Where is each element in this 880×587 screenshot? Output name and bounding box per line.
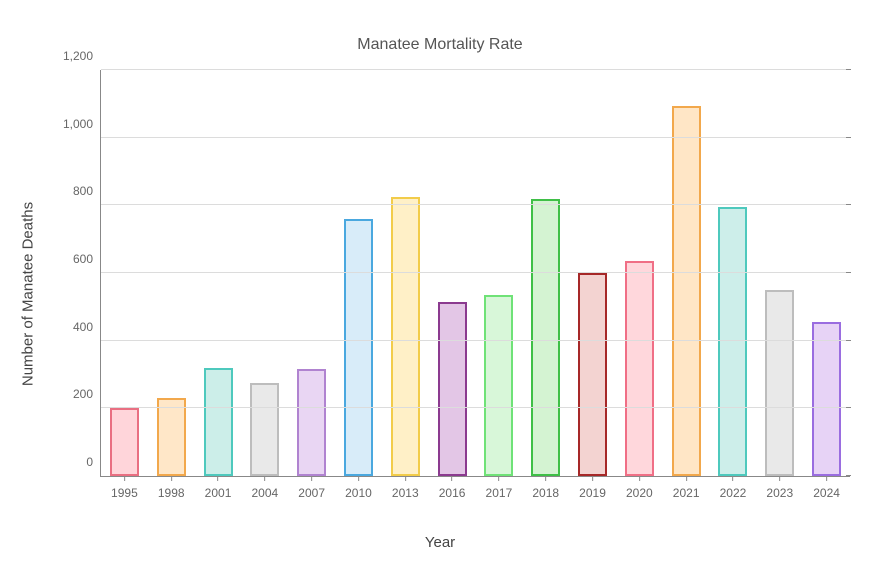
x-tick-mark bbox=[311, 476, 312, 481]
y-tick-mark bbox=[846, 340, 851, 341]
bar bbox=[204, 368, 233, 476]
grid-line bbox=[101, 204, 850, 205]
bar bbox=[765, 290, 794, 476]
y-tick-mark bbox=[846, 272, 851, 273]
x-tick-label: 2016 bbox=[439, 476, 466, 500]
x-tick-mark bbox=[639, 476, 640, 481]
bar bbox=[438, 302, 467, 476]
bar bbox=[578, 273, 607, 476]
bar bbox=[157, 398, 186, 476]
bar bbox=[531, 199, 560, 476]
y-tick-label: 0 bbox=[86, 455, 101, 469]
x-tick-mark bbox=[686, 476, 687, 481]
x-tick-label: 2004 bbox=[251, 476, 278, 500]
x-tick-label: 2022 bbox=[720, 476, 747, 500]
y-tick-label: 400 bbox=[73, 320, 101, 334]
y-tick-mark bbox=[846, 407, 851, 408]
bar bbox=[812, 322, 841, 476]
x-tick-label: 2019 bbox=[579, 476, 606, 500]
bar bbox=[250, 383, 279, 476]
x-tick-label: 2010 bbox=[345, 476, 372, 500]
grid-line bbox=[101, 69, 850, 70]
chart-title: Manatee Mortality Rate bbox=[0, 36, 880, 54]
y-tick-label: 1,200 bbox=[63, 49, 101, 63]
bar bbox=[110, 408, 139, 476]
bar-group bbox=[101, 70, 850, 476]
x-tick-label: 2013 bbox=[392, 476, 419, 500]
x-tick-mark bbox=[405, 476, 406, 481]
x-axis-label: Year bbox=[0, 534, 880, 551]
grid-line bbox=[101, 137, 850, 138]
x-tick-label: 2007 bbox=[298, 476, 325, 500]
y-tick-label: 200 bbox=[73, 387, 101, 401]
grid-line bbox=[101, 407, 850, 408]
x-tick-mark bbox=[124, 476, 125, 481]
x-tick-mark bbox=[732, 476, 733, 481]
x-tick-mark bbox=[498, 476, 499, 481]
x-tick-label: 2021 bbox=[673, 476, 700, 500]
x-tick-mark bbox=[452, 476, 453, 481]
x-tick-mark bbox=[264, 476, 265, 481]
x-tick-label: 2023 bbox=[766, 476, 793, 500]
x-tick-mark bbox=[826, 476, 827, 481]
x-tick-label: 2017 bbox=[486, 476, 513, 500]
bar bbox=[718, 207, 747, 476]
x-tick-label: 1995 bbox=[111, 476, 138, 500]
y-tick-label: 600 bbox=[73, 252, 101, 266]
x-tick-label: 2024 bbox=[813, 476, 840, 500]
x-tick-label: 1998 bbox=[158, 476, 185, 500]
x-tick-label: 2001 bbox=[205, 476, 232, 500]
bar bbox=[625, 261, 654, 476]
y-tick-mark bbox=[846, 475, 851, 476]
bar bbox=[344, 219, 373, 476]
grid-line bbox=[101, 272, 850, 273]
y-axis-label: Number of Manatee Deaths bbox=[20, 201, 37, 385]
y-tick-label: 800 bbox=[73, 184, 101, 198]
x-tick-mark bbox=[171, 476, 172, 481]
x-tick-mark bbox=[592, 476, 593, 481]
bar bbox=[672, 106, 701, 476]
y-tick-mark bbox=[846, 69, 851, 70]
x-tick-label: 2020 bbox=[626, 476, 653, 500]
bar bbox=[484, 295, 513, 476]
y-tick-mark bbox=[846, 204, 851, 205]
x-tick-mark bbox=[779, 476, 780, 481]
bar bbox=[297, 369, 326, 476]
x-tick-mark bbox=[218, 476, 219, 481]
chart-container: Manatee Mortality Rate Number of Manatee… bbox=[0, 0, 880, 587]
grid-line bbox=[101, 340, 850, 341]
plot-area: 02004006008001,0001,20019951998200120042… bbox=[100, 70, 850, 477]
bar bbox=[391, 197, 420, 476]
y-tick-label: 1,000 bbox=[63, 117, 101, 131]
x-tick-mark bbox=[545, 476, 546, 481]
x-tick-mark bbox=[358, 476, 359, 481]
x-tick-label: 2018 bbox=[532, 476, 559, 500]
y-tick-mark bbox=[846, 137, 851, 138]
